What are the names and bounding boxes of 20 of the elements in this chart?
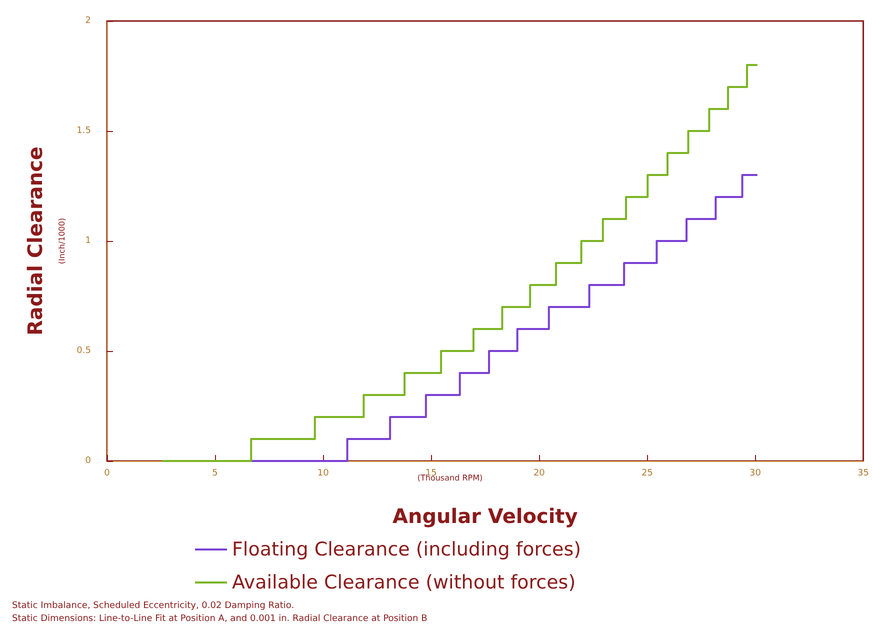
x-tick-label: 0	[104, 468, 110, 478]
legend-label: Available Clearance (without forces)	[232, 572, 576, 594]
y-axis-title: Radial Clearance	[23, 146, 47, 336]
x-tick-label: 30	[750, 468, 762, 478]
y-tick-label: 1.5	[76, 126, 91, 136]
text: (Inch/1000)	[58, 218, 66, 264]
legend-label: Floating Clearance (including forces)	[232, 538, 582, 560]
text: Static Dimensions: Line-to-Line Fit at Position A, and 0.001 in. Radial Clearance at Position B	[12, 614, 428, 624]
y-tick-label: 0.5	[76, 346, 91, 356]
y-tick-label: 2	[85, 16, 91, 26]
y-tick-label: 1	[85, 236, 91, 246]
x-tick-label: 5	[212, 468, 218, 478]
text: (Thousand RPM)	[417, 474, 483, 482]
y-tick-label: 0	[85, 456, 92, 466]
x-tick-label: 25	[641, 468, 653, 478]
x-axis-title: Angular Velocity	[392, 504, 578, 528]
x-tick-label: 35	[858, 468, 869, 478]
x-tick-label: 20	[533, 468, 546, 478]
text: Static Imbalance, Scheduled Eccentricity, 0.02 Damping Ratio.	[12, 601, 294, 611]
x-tick-label: 10	[317, 468, 330, 478]
